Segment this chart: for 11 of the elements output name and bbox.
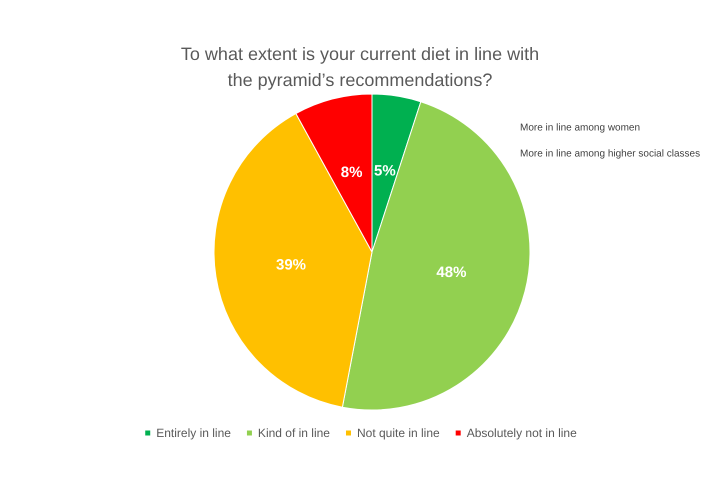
text: More in line among women xyxy=(520,122,640,134)
chart-title: To what extent is your current diet in line with the pyramid’s recommendations? xyxy=(180,44,540,90)
legend-label: Not quite in line xyxy=(356,426,440,440)
data-label: 5% xyxy=(374,162,396,180)
text: More in line among higher social classes xyxy=(520,148,700,160)
data-label: 48% xyxy=(436,264,466,281)
data-label: 39% xyxy=(276,256,306,274)
legend-label: Absolutely not in line xyxy=(466,426,578,440)
legend-label: Entirely in line xyxy=(156,426,232,440)
data-label: 8% xyxy=(340,164,362,182)
legend-label: Kind of in line xyxy=(258,426,330,440)
